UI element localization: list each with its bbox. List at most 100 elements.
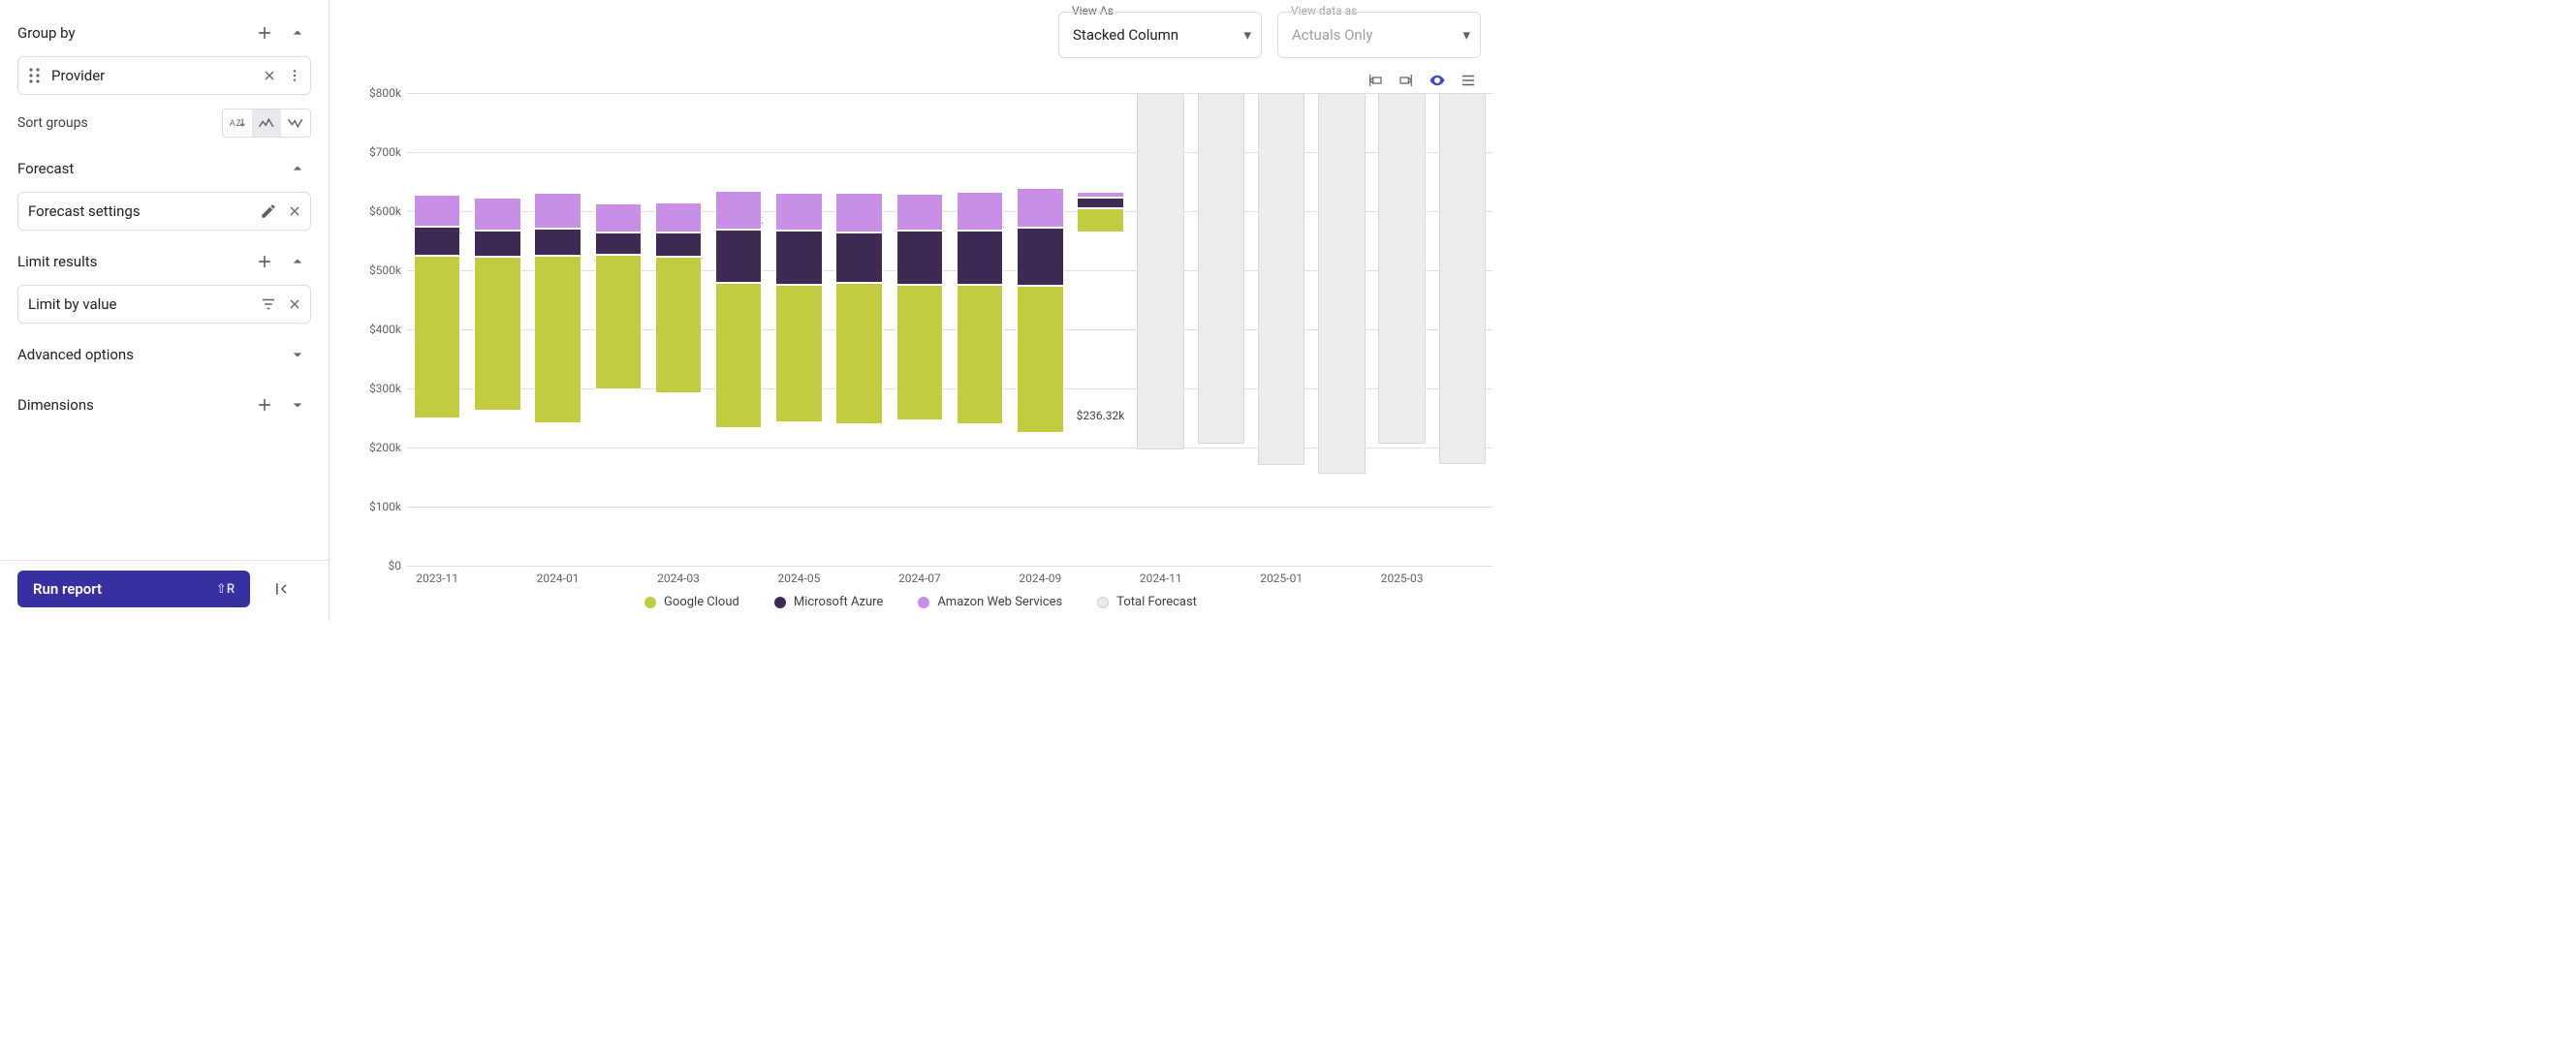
x-tick-label: 2024-01 bbox=[527, 572, 587, 585]
legend-label: Google Cloud bbox=[664, 595, 739, 609]
bar-segment-google bbox=[896, 285, 944, 420]
chart-column[interactable]: $557.57k bbox=[769, 93, 829, 566]
chart-column[interactable]: $560.09k bbox=[830, 93, 890, 566]
bar-segment-azure bbox=[775, 231, 823, 285]
eye-icon[interactable] bbox=[1425, 68, 1450, 93]
bar-segment-azure bbox=[1017, 228, 1064, 286]
bar-segment-google bbox=[534, 256, 581, 423]
bar-segment-azure bbox=[957, 231, 1004, 284]
chart-column[interactable]: $509.17k bbox=[648, 93, 708, 566]
chart-column[interactable] bbox=[1191, 93, 1251, 566]
sort-az-icon[interactable]: AZ bbox=[223, 109, 252, 137]
legend-label: Microsoft Azure bbox=[794, 595, 883, 609]
x-tick-label: 2024-07 bbox=[890, 572, 950, 585]
snap-left-icon[interactable] bbox=[1363, 68, 1388, 93]
chart-column[interactable]: $561.34k bbox=[950, 93, 1010, 566]
sort-groups-label: Sort groups bbox=[17, 115, 88, 131]
dimensions-add-icon[interactable] bbox=[251, 391, 278, 418]
bar-segment-azure bbox=[534, 229, 581, 257]
chart-column[interactable]: $236.32k bbox=[1070, 93, 1130, 566]
groupby-chip-label: Provider bbox=[51, 67, 252, 84]
chart-column[interactable] bbox=[1311, 93, 1371, 566]
chart-column[interactable] bbox=[1372, 93, 1432, 566]
groupby-title: Group by bbox=[17, 24, 76, 42]
x-tick-label: 2025-03 bbox=[1372, 572, 1432, 585]
chevron-down-icon: ▾ bbox=[1243, 26, 1251, 44]
forecast-collapse-icon[interactable] bbox=[284, 155, 311, 182]
bar-segment-aws bbox=[957, 192, 1004, 231]
forecast-settings-label: Forecast settings bbox=[28, 202, 250, 220]
y-tick-label: $0 bbox=[349, 559, 401, 572]
bar-segment-azure bbox=[595, 232, 643, 256]
forecast-settings-chip[interactable]: Forecast settings bbox=[17, 192, 311, 231]
close-icon[interactable] bbox=[287, 296, 302, 312]
viewdataas-value: Actuals Only bbox=[1292, 26, 1372, 44]
x-tick-label: 2025-01 bbox=[1251, 572, 1311, 585]
dimensions-header[interactable]: Dimensions bbox=[17, 386, 311, 424]
legend-item[interactable]: Google Cloud bbox=[644, 595, 739, 609]
bar-segment-google bbox=[1077, 208, 1124, 232]
groupby-add-icon[interactable] bbox=[251, 19, 278, 46]
close-icon[interactable] bbox=[262, 68, 277, 83]
x-tick-label bbox=[1432, 572, 1492, 585]
collapse-sidebar-icon[interactable] bbox=[267, 575, 295, 603]
bar-segment-aws bbox=[595, 203, 643, 232]
chart-column[interactable]: $537.79k bbox=[467, 93, 527, 566]
groupby-chip-provider[interactable]: Provider bbox=[17, 56, 311, 95]
bar-segment-azure bbox=[414, 227, 461, 256]
bar-segment-azure bbox=[896, 231, 944, 284]
x-tick-label: 2024-05 bbox=[769, 572, 829, 585]
bar-segment-aws bbox=[534, 193, 581, 229]
chart-column[interactable]: $554.16k bbox=[890, 93, 950, 566]
chart-column[interactable]: $559.43k bbox=[527, 93, 587, 566]
snap-right-icon[interactable] bbox=[1394, 68, 1419, 93]
chart-column[interactable]: $551.06k bbox=[407, 93, 467, 566]
bar-segment-aws bbox=[1017, 188, 1064, 228]
sidebar: Group by Provider Sort groups AZ Forecas… bbox=[0, 0, 330, 621]
chart-column[interactable]: $566.78k bbox=[708, 93, 769, 566]
x-tick-label bbox=[588, 572, 648, 585]
limit-add-icon[interactable] bbox=[251, 248, 278, 275]
bar-segment-google bbox=[1017, 286, 1064, 433]
limit-chip[interactable]: Limit by value bbox=[17, 285, 311, 324]
more-vert-icon[interactable] bbox=[287, 68, 302, 83]
chart-column[interactable] bbox=[1251, 93, 1311, 566]
x-tick-label bbox=[950, 572, 1010, 585]
advanced-header[interactable]: Advanced options bbox=[17, 335, 311, 374]
close-icon[interactable] bbox=[287, 203, 302, 219]
y-tick-label: $200k bbox=[349, 441, 401, 454]
bar-segment-aws bbox=[474, 198, 521, 231]
menu-icon[interactable] bbox=[1456, 68, 1481, 93]
run-report-kbd: ⇧R bbox=[216, 582, 235, 597]
bar-segment-aws bbox=[835, 193, 883, 232]
chart-column[interactable] bbox=[1131, 93, 1191, 566]
edit-icon[interactable] bbox=[260, 202, 277, 220]
chevron-down-icon bbox=[284, 341, 311, 368]
chart-column[interactable] bbox=[1432, 93, 1492, 566]
y-tick-label: $300k bbox=[349, 382, 401, 395]
viewas-select[interactable]: Stacked Column ▾ bbox=[1058, 12, 1262, 58]
run-report-label: Run report bbox=[33, 580, 102, 598]
bar-segment-azure bbox=[1077, 198, 1124, 208]
chart-column[interactable]: $576.12k bbox=[1010, 93, 1070, 566]
bar-segment-aws bbox=[896, 194, 944, 231]
legend-item[interactable]: Total Forecast bbox=[1097, 595, 1197, 609]
y-tick-label: $800k bbox=[349, 86, 401, 100]
filter-icon[interactable] bbox=[260, 295, 277, 313]
limit-title: Limit results bbox=[17, 253, 97, 270]
legend-item[interactable]: Amazon Web Services bbox=[918, 595, 1062, 609]
bar-segment-google bbox=[835, 283, 883, 423]
x-tick-label: 2024-03 bbox=[648, 572, 708, 585]
run-report-button[interactable]: Run report ⇧R bbox=[17, 571, 250, 607]
bar-segment-google bbox=[414, 256, 461, 418]
limit-collapse-icon[interactable] bbox=[284, 248, 311, 275]
sort-desc-icon[interactable] bbox=[281, 109, 310, 137]
sort-asc-icon[interactable] bbox=[252, 109, 281, 137]
groupby-collapse-icon[interactable] bbox=[284, 19, 311, 46]
chart-column[interactable]: $500.91k bbox=[588, 93, 648, 566]
viewdataas-select[interactable]: Actuals Only ▾ bbox=[1277, 12, 1481, 58]
forecast-title: Forecast bbox=[17, 160, 74, 177]
bar-segment-aws bbox=[414, 195, 461, 227]
legend-item[interactable]: Microsoft Azure bbox=[774, 595, 883, 609]
x-tick-label: 2024-09 bbox=[1010, 572, 1070, 585]
